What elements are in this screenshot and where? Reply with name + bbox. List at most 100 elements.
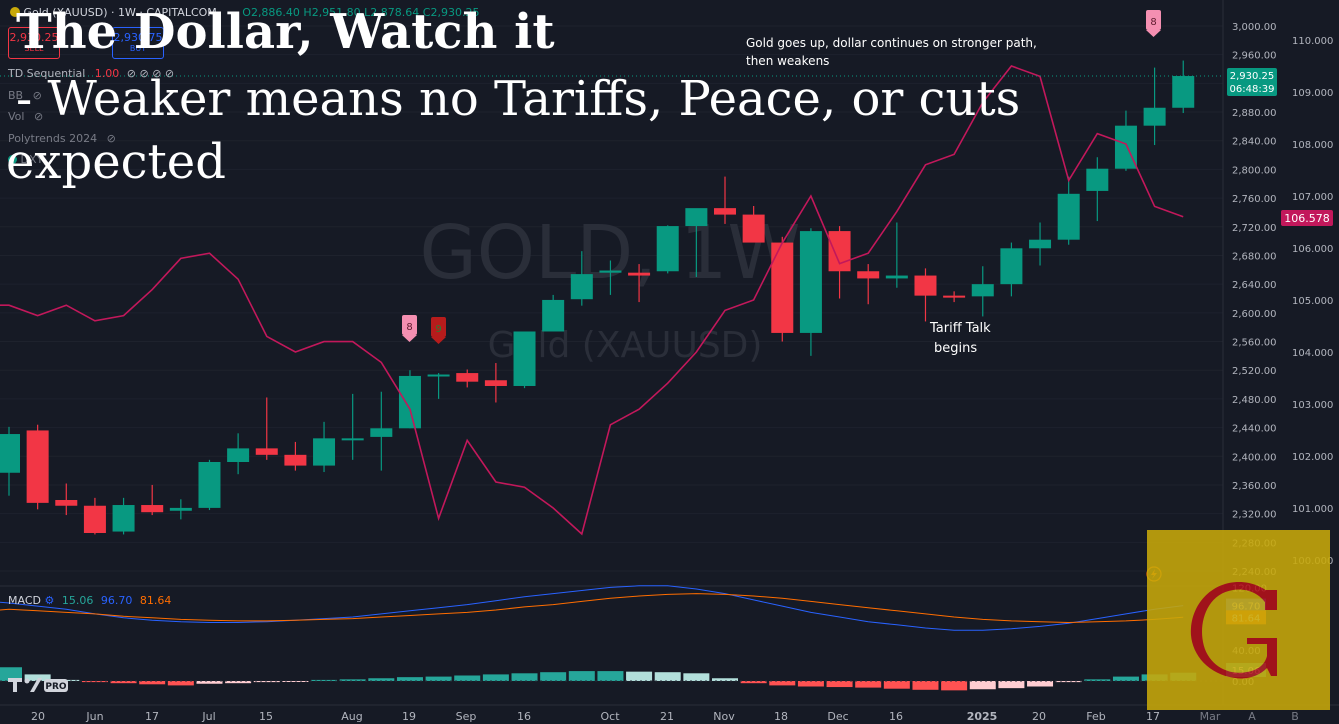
sell-button[interactable]: 2,930.25 SELL <box>8 27 60 59</box>
macd-hist-bar <box>1055 681 1082 683</box>
indicator-bb[interactable]: BB ⊘ <box>8 89 42 102</box>
candle-body <box>1114 125 1137 169</box>
candle-body <box>1172 76 1195 108</box>
macd-hist-bar <box>1112 676 1139 681</box>
price-tick-label: 2,720.00 <box>1232 223 1277 234</box>
price-tick-label: 2,880.00 <box>1232 108 1277 119</box>
time-tick-label: 21 <box>660 710 674 723</box>
macd-hist-bar <box>339 679 366 681</box>
time-tick-label: Sep <box>456 710 477 723</box>
candle-body <box>628 272 651 276</box>
macd-label: MACD <box>8 594 41 607</box>
macd-hist-bar <box>626 671 653 681</box>
price-tick-label: 2,360.00 <box>1232 481 1277 492</box>
symbol-legend[interactable]: Gold (XAUUSD) · 1W · CAPITALCOM O2,886.4… <box>10 6 479 19</box>
candle-body <box>255 448 278 455</box>
annotation-tariff-2: begins <box>934 341 977 356</box>
buy-price: 2,930.75 <box>113 31 163 44</box>
candle-body <box>141 505 164 513</box>
price-tick-label: 2,400.00 <box>1232 452 1277 463</box>
price-tick-label: 2,520.00 <box>1232 366 1277 377</box>
td-badge-left2: 9 <box>431 317 446 344</box>
macd-hist-bar <box>311 679 338 681</box>
letter-g-logo-icon <box>1190 582 1277 679</box>
macd-hist-bar <box>540 672 567 681</box>
time-tick-label: 2025 <box>967 710 998 723</box>
macd-hist-bar <box>1027 681 1054 687</box>
macd-hist-bar <box>712 678 738 681</box>
indicator-polytrends[interactable]: Polytrends 2024 ⊘ <box>8 132 116 145</box>
tradingview-logo[interactable]: PRO <box>8 676 68 694</box>
time-tick-label: B <box>1291 710 1299 723</box>
macd-hist-bar <box>568 671 595 681</box>
hidden-eye-icon[interactable]: ⊘ <box>33 110 44 123</box>
candle-body <box>456 373 479 382</box>
macd-hist-bar <box>826 681 853 688</box>
buy-button[interactable]: 2,930.75 BUY <box>112 27 164 59</box>
candle-body <box>885 275 908 279</box>
sell-price: 2,930.25 <box>9 31 59 44</box>
time-tick-label: Aug <box>341 710 362 723</box>
hidden-eye-icon[interactable]: ⊘ <box>106 132 116 145</box>
settings-icon[interactable]: ⚙ <box>44 594 55 607</box>
time-tick-label: 18 <box>774 710 788 723</box>
indicator-dxy[interactable]: DXY <box>8 153 43 166</box>
time-axis[interactable]: 20 Jun 17 Jul 15 Aug 19 Sep 16 Oct 21 Nov 18 Dec 16 202… <box>31 710 1299 723</box>
indicator-name: BB <box>8 89 24 102</box>
candle-body <box>742 214 765 243</box>
macd-hist-bar <box>1084 679 1111 681</box>
candle-body <box>284 454 307 466</box>
macd-hist-bar <box>139 681 166 685</box>
macd-hist-value: 15.06 <box>61 594 94 607</box>
macd-hist-bar <box>24 674 51 681</box>
candle-body <box>599 270 622 273</box>
candle-body <box>771 242 794 333</box>
price-tick-label: 3,000.00 <box>1232 22 1277 33</box>
buy-label: BUY <box>129 44 147 53</box>
macd-hist-bar <box>167 681 194 686</box>
price-tick-label: 2,560.00 <box>1232 338 1277 349</box>
price-tick-label: 2,640.00 <box>1232 280 1277 291</box>
macd-hist-bar <box>941 681 968 691</box>
overlay-title: The Dollar, Watch it <box>16 4 555 60</box>
time-tick-label: 16 <box>517 710 531 723</box>
macd-signal-line <box>0 593 1184 624</box>
price-tick-label: 2,680.00 <box>1232 251 1277 262</box>
time-tick-label: 16 <box>889 710 903 723</box>
macd-hist-bar <box>912 681 939 690</box>
svg-text:PRO: PRO <box>45 682 67 692</box>
macd-hist-bar <box>425 676 452 681</box>
price-tick-label: 2,320.00 <box>1232 510 1277 521</box>
indicator-vol[interactable]: Vol ⊘ <box>8 110 43 123</box>
dxy-tick-label: 107.000 <box>1292 192 1333 203</box>
tv-logo-icon: PRO <box>8 678 68 692</box>
hidden-eye-icon[interactable]: ⊘ <box>32 89 42 102</box>
candle-body <box>227 448 250 462</box>
macd-line-value: 96.70 <box>100 594 133 607</box>
macd-hist-bar <box>110 681 137 684</box>
macd-hist-bar <box>225 681 252 684</box>
candle-body <box>714 208 736 215</box>
price-tick-label: 2,480.00 <box>1232 395 1277 406</box>
time-tick-label: Jun <box>85 710 103 723</box>
candle-body <box>398 375 421 429</box>
candle-body <box>943 295 966 298</box>
dxy-tick-label: 103.000 <box>1292 400 1333 411</box>
visibility-icon[interactable]: ⊘ ⊘ ⊘ ⊘ <box>126 67 175 80</box>
chart-grid <box>0 25 1223 572</box>
svg-text:8: 8 <box>1150 17 1156 28</box>
macd-hist-bar <box>196 681 223 684</box>
symbol-icon <box>10 7 20 17</box>
candle-body <box>799 231 822 333</box>
time-tick-label: Dec <box>827 710 848 723</box>
indicator-td-sequential[interactable]: TD Sequential 1.00 ⊘ ⊘ ⊘ ⊘ <box>8 67 174 80</box>
macd-legend[interactable]: MACD ⚙ 15.06 96.70 81.64 <box>8 594 171 607</box>
time-tick-label: Mar <box>1200 710 1221 723</box>
svg-text:106.578: 106.578 <box>1284 212 1330 225</box>
candle-body <box>169 507 192 511</box>
time-tick-label: Oct <box>600 710 620 723</box>
dxy-tick-label: 110.000 <box>1292 36 1333 47</box>
overlay-line3: expected <box>6 134 226 190</box>
annotation-tariff-1: Tariff Talk <box>929 321 991 336</box>
